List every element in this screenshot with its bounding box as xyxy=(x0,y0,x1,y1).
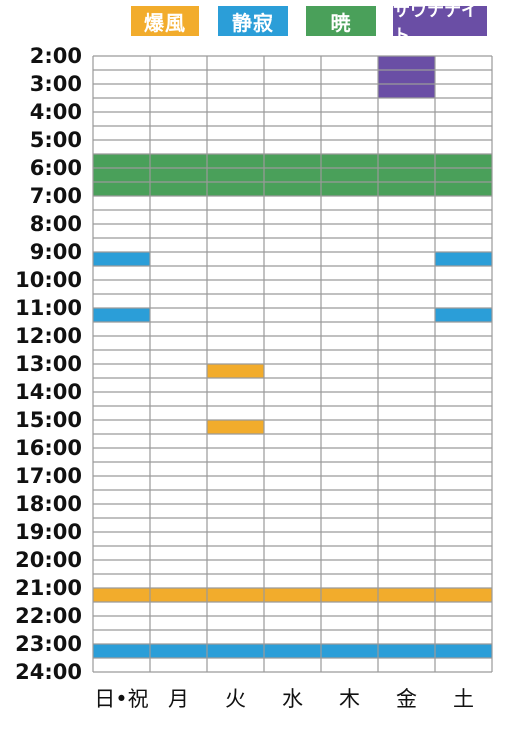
hour-label: 24:00 xyxy=(15,660,82,684)
event-block xyxy=(150,588,207,602)
event-block xyxy=(435,308,492,322)
hour-label: 17:00 xyxy=(15,464,82,488)
event-block xyxy=(207,588,264,602)
hour-label: 3:00 xyxy=(30,72,82,96)
event-block xyxy=(435,154,492,196)
event-block xyxy=(207,420,264,434)
hour-label: 2:00 xyxy=(30,44,82,68)
event-block xyxy=(93,252,150,266)
hour-label: 7:00 xyxy=(30,184,82,208)
day-label: 月 xyxy=(168,687,189,711)
event-block xyxy=(321,644,378,658)
event-block xyxy=(264,154,321,196)
event-block xyxy=(93,308,150,322)
event-block xyxy=(207,364,264,378)
hour-label: 21:00 xyxy=(15,576,82,600)
hour-label: 9:00 xyxy=(30,240,82,264)
legend-item-akatsuki: 暁 xyxy=(306,6,376,36)
hour-label: 5:00 xyxy=(30,128,82,152)
event-block xyxy=(321,154,378,196)
event-block xyxy=(435,644,492,658)
hour-label: 20:00 xyxy=(15,548,82,572)
event-block xyxy=(207,644,264,658)
legend-item-seijaku: 静寂 xyxy=(218,6,288,36)
event-block xyxy=(207,154,264,196)
event-block xyxy=(93,588,150,602)
event-block xyxy=(93,154,150,196)
day-label: 土 xyxy=(453,687,474,711)
event-block xyxy=(150,644,207,658)
event-block xyxy=(93,644,150,658)
hour-label: 14:00 xyxy=(15,380,82,404)
hour-label: 6:00 xyxy=(30,156,82,180)
event-block xyxy=(435,252,492,266)
hour-label: 11:00 xyxy=(15,296,82,320)
hour-label: 12:00 xyxy=(15,324,82,348)
hour-label: 19:00 xyxy=(15,520,82,544)
day-label: 水 xyxy=(282,687,303,711)
day-label: 金 xyxy=(396,687,417,711)
day-label: 木 xyxy=(339,687,360,711)
event-block xyxy=(378,154,435,196)
hour-label: 4:00 xyxy=(30,100,82,124)
event-block xyxy=(264,588,321,602)
hour-label: 22:00 xyxy=(15,604,82,628)
event-block xyxy=(150,154,207,196)
event-block xyxy=(435,588,492,602)
hour-label: 15:00 xyxy=(15,408,82,432)
event-block xyxy=(378,56,435,98)
hour-label: 13:00 xyxy=(15,352,82,376)
day-label: 日•祝 xyxy=(94,687,148,711)
hour-label: 8:00 xyxy=(30,212,82,236)
event-block xyxy=(321,588,378,602)
day-label: 火 xyxy=(225,687,246,711)
hour-label: 16:00 xyxy=(15,436,82,460)
event-block xyxy=(378,588,435,602)
event-block xyxy=(264,644,321,658)
hour-label: 23:00 xyxy=(15,632,82,656)
legend-item-bakufu: 爆風 xyxy=(131,6,199,36)
hour-label: 18:00 xyxy=(15,492,82,516)
hour-label: 10:00 xyxy=(15,268,82,292)
event-block xyxy=(378,644,435,658)
